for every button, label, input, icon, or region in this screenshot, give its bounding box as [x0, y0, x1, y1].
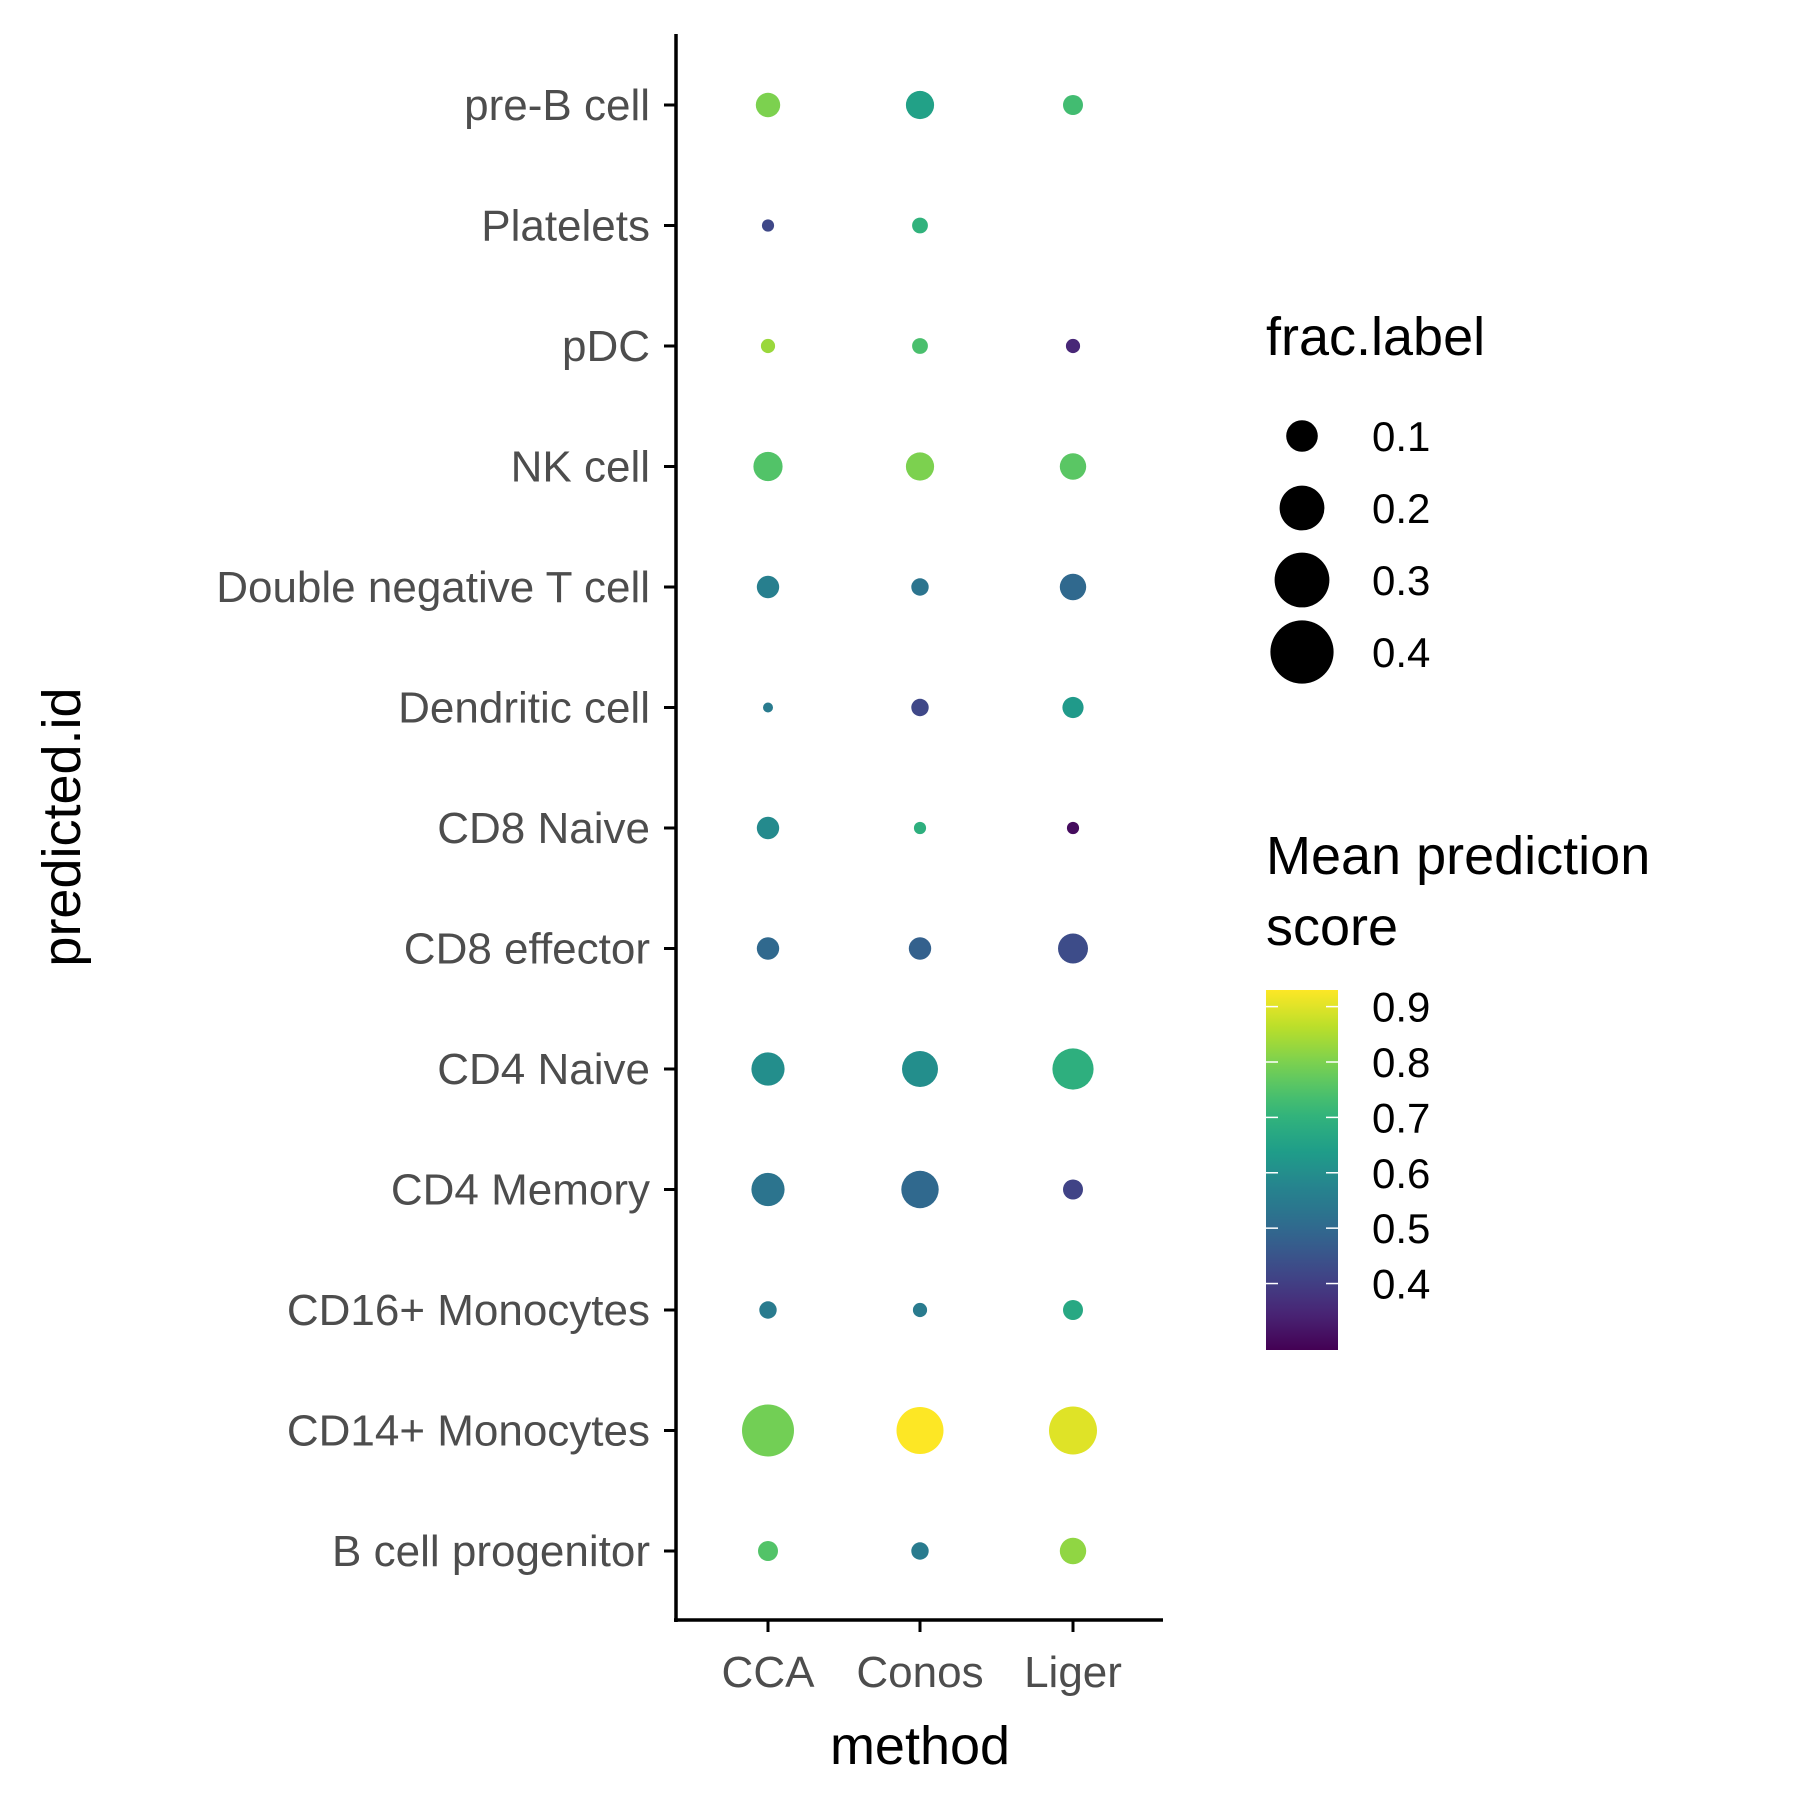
point-cca-cd14-monocytes	[742, 1404, 794, 1457]
point-cca-pdc	[760, 338, 776, 354]
y-tick-label-cd14-monocytes: CD14+ Monocytes	[287, 1407, 650, 1456]
color-legend-title-line1: Mean prediction	[1266, 826, 1650, 886]
point-cca-nk-cell	[753, 451, 783, 482]
color-legend-label-0: 0.4	[1372, 1261, 1430, 1308]
point-conos-pre-b-cell	[905, 90, 935, 120]
point-liger-cd8-naive	[1066, 821, 1080, 835]
points-layer	[742, 90, 1097, 1565]
point-conos-cd8-naive	[913, 821, 927, 835]
point-conos-double-negative-t-cell	[911, 578, 929, 596]
point-conos-cd8-effector	[908, 937, 932, 960]
point-cca-platelets	[761, 219, 775, 232]
size-legend-label-0: 0.1	[1372, 413, 1430, 460]
y-tick-label-cd16-monocytes: CD16+ Monocytes	[287, 1286, 650, 1335]
y-tick-label-pdc: pDC	[562, 322, 650, 371]
x-tick-label-conos: Conos	[856, 1648, 983, 1697]
y-tick-label-cd4-memory: CD4 Memory	[391, 1166, 650, 1215]
point-liger-nk-cell	[1059, 453, 1087, 480]
point-cca-cd8-effector	[756, 937, 780, 960]
point-cca-cd4-memory	[751, 1172, 785, 1207]
size-legend-title: frac.label	[1266, 307, 1485, 367]
point-liger-dendritic-cell	[1062, 696, 1084, 719]
x-tick-label-liger: Liger	[1024, 1648, 1122, 1697]
y-tick-label-pre-b-cell: pre-B cell	[464, 81, 650, 130]
size-legend: frac.label 0.1 0.2 0.3 0.4	[1266, 307, 1485, 684]
point-conos-cd4-memory	[901, 1170, 939, 1209]
point-conos-cd4-naive	[902, 1051, 938, 1087]
y-tick-label-dendritic-cell: Dendritic cell	[398, 684, 650, 733]
point-liger-b-cell-progenitor	[1059, 1537, 1087, 1565]
point-liger-cd4-naive	[1052, 1048, 1094, 1090]
size-legend-key-0	[1286, 420, 1318, 452]
point-cca-cd4-naive	[751, 1052, 785, 1086]
point-cca-cd16-monocytes	[759, 1301, 777, 1319]
point-conos-pdc	[912, 338, 928, 354]
point-cca-cd8-naive	[756, 816, 780, 840]
point-liger-pdc	[1065, 338, 1081, 354]
point-conos-cd14-monocytes	[896, 1407, 944, 1454]
point-liger-cd8-effector	[1058, 933, 1088, 964]
point-liger-cd14-monocytes	[1049, 1406, 1097, 1455]
size-legend-key-3	[1270, 620, 1334, 684]
point-liger-cd16-monocytes	[1063, 1300, 1083, 1320]
y-tick-label-cd4-naive: CD4 Naive	[437, 1045, 650, 1094]
y-tick-label-platelets: Platelets	[481, 202, 650, 251]
point-conos-nk-cell	[905, 452, 935, 481]
color-legend-title-line2: score	[1266, 897, 1398, 957]
color-bar	[1266, 990, 1338, 1350]
size-legend-key-2	[1274, 552, 1330, 608]
point-liger-double-negative-t-cell	[1059, 573, 1087, 601]
color-legend-label-2: 0.6	[1372, 1150, 1430, 1197]
x-axis-ticks: CCA Conos Liger	[722, 1620, 1122, 1697]
point-liger-pre-b-cell	[1063, 95, 1083, 115]
size-legend-label-3: 0.4	[1372, 629, 1430, 676]
point-conos-dendritic-cell	[911, 698, 929, 717]
color-legend-label-5: 0.9	[1372, 984, 1430, 1031]
color-legend: Mean prediction score 0.4 0.5 0.6 0.7 0.8 0.9	[1266, 826, 1650, 1350]
y-tick-label-double-negative-t-cell: Double negative T cell	[216, 563, 650, 612]
size-legend-items: 0.1 0.2 0.3 0.4	[1270, 413, 1430, 684]
size-legend-key-1	[1279, 485, 1325, 531]
x-tick-label-cca: CCA	[722, 1648, 816, 1697]
y-tick-label-cd8-effector: CD8 effector	[404, 925, 650, 974]
point-conos-platelets	[912, 217, 928, 234]
point-cca-pre-b-cell	[755, 92, 781, 118]
point-conos-b-cell-progenitor	[911, 1542, 929, 1560]
color-legend-label-1: 0.5	[1372, 1205, 1430, 1252]
y-tick-label-nk-cell: NK cell	[511, 443, 650, 492]
size-legend-label-1: 0.2	[1372, 485, 1430, 532]
point-cca-dendritic-cell	[763, 702, 773, 713]
color-legend-label-4: 0.8	[1372, 1039, 1430, 1086]
y-axis-ticks: B cell progenitor CD14+ Monocytes CD16+ Mo…	[216, 81, 676, 1576]
y-tick-label-b-cell-progenitor: B cell progenitor	[332, 1527, 650, 1576]
point-conos-cd16-monocytes	[912, 1302, 928, 1318]
x-axis-title: method	[830, 1716, 1010, 1776]
y-tick-label-cd8-naive: CD8 Naive	[437, 804, 650, 853]
color-legend-ticks: 0.4 0.5 0.6 0.7 0.8 0.9	[1266, 984, 1430, 1308]
point-cca-b-cell-progenitor	[758, 1541, 778, 1561]
y-axis-title: predicted.id	[32, 687, 92, 966]
color-legend-label-3: 0.7	[1372, 1094, 1430, 1141]
point-cca-double-negative-t-cell	[756, 575, 780, 599]
point-liger-cd4-memory	[1063, 1179, 1083, 1200]
size-legend-label-2: 0.3	[1372, 557, 1430, 604]
